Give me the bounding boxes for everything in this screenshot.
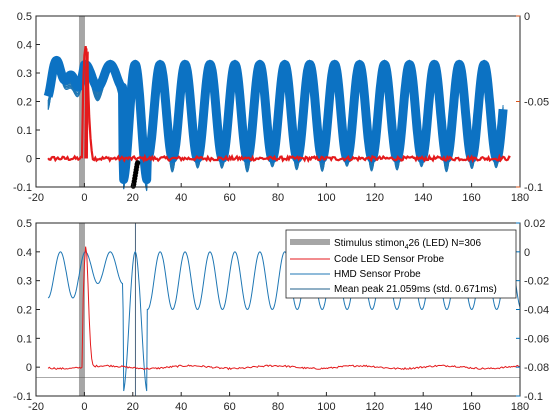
x-tick-label: 20: [127, 192, 139, 204]
y-right-tick-label: 0: [524, 247, 530, 259]
top-x-axis: -20 0 20 40 60 80 100 120 140 160 180: [28, 183, 529, 204]
x-tick-label: 140: [414, 401, 432, 413]
y-tick-label: 0.3: [17, 276, 32, 288]
x-tick-label: 40: [175, 401, 187, 413]
legend-hmd-label: HMD Sensor Probe: [334, 269, 421, 280]
x-tick-label: -20: [28, 401, 44, 413]
y-tick-label: 0.3: [17, 68, 32, 80]
y-right-tick-label: -0.05: [524, 97, 549, 109]
x-tick-label: 60: [223, 401, 235, 413]
y-tick-label: 0.2: [17, 97, 32, 109]
y-right-tick-label: -0.08: [524, 362, 549, 374]
legend: Stimulus stimon426 (LED) N=306 Code LED …: [285, 229, 517, 299]
x-tick-label: 180: [511, 192, 529, 204]
x-tick-label: 80: [272, 192, 284, 204]
top-plot-area: [43, 16, 511, 192]
bottom-y-axis-right: -0.1 -0.08 -0.06 -0.04 -0.02 0 0.02: [516, 218, 549, 403]
y-right-tick-label: 0: [524, 11, 530, 23]
y-tick-label: 0.5: [17, 218, 32, 230]
led-spike: [84, 63, 87, 159]
y-right-tick-label: 0.02: [524, 218, 545, 230]
x-tick-label: 0: [81, 192, 87, 204]
bottom-x-axis: -20 0 20 40 60 80 100 120 140 160 180: [28, 392, 529, 413]
y-tick-label: 0.5: [17, 11, 32, 23]
x-tick-label: 160: [462, 401, 480, 413]
y-tick-label: 0.1: [17, 333, 32, 345]
top-panel: -20 0 20 40 60 80 100 120 140 160 180 -0.1 0 0.1 0.2 0…: [13, 11, 549, 204]
legend-led-label: Code LED Sensor Probe: [334, 254, 445, 265]
peak-marker: [135, 160, 141, 166]
led-spike: [85, 71, 88, 159]
x-tick-label: 20: [127, 401, 139, 413]
led-spike: [86, 51, 89, 159]
x-tick-label: 80: [272, 401, 284, 413]
x-tick-label: 140: [414, 192, 432, 204]
top-y-axis-left: -0.1 0 0.1 0.2 0.3 0.4 0.5: [13, 11, 40, 194]
y-tick-label: 0.4: [17, 247, 32, 259]
y-tick-label: 0.2: [17, 305, 32, 317]
bottom-y-axis-left: -0.1 0 0.1 0.2 0.3 0.4 0.5: [13, 218, 40, 403]
x-tick-label: 40: [175, 192, 187, 204]
x-tick-label: 160: [462, 192, 480, 204]
x-tick-label: 120: [366, 401, 384, 413]
y-tick-label: 0: [26, 154, 32, 166]
x-tick-label: 100: [317, 192, 335, 204]
y-tick-label: -0.1: [13, 391, 32, 403]
x-tick-label: -20: [28, 192, 44, 204]
y-tick-label: 0.4: [17, 40, 32, 52]
x-tick-label: 180: [511, 401, 529, 413]
legend-stimulus-label: Stimulus stimon426 (LED) N=306: [334, 238, 481, 251]
x-tick-label: 120: [366, 192, 384, 204]
hmd-band: [43, 55, 508, 185]
bottom-panel: -20 0 20 40 60 80 100 120 140 160 180 -0.1 0 0.1 0.2 0…: [13, 218, 549, 413]
y-right-tick-label: -0.06: [524, 333, 549, 345]
y-tick-label: 0: [26, 362, 32, 374]
y-tick-label: -0.1: [13, 182, 32, 194]
y-tick-label: 0.1: [17, 125, 32, 137]
led-trace: [47, 45, 511, 164]
y-right-tick-label: -0.04: [524, 305, 549, 317]
x-tick-label: 60: [223, 192, 235, 204]
y-right-tick-label: -0.1: [524, 182, 543, 194]
led-mean-trace: [47, 246, 521, 371]
y-right-tick-label: -0.1: [524, 391, 543, 403]
x-tick-label: 100: [317, 401, 335, 413]
top-y-axis-right: -0.1 -0.05 0: [516, 11, 549, 194]
x-tick-label: 0: [81, 401, 87, 413]
legend-mean-label: Mean peak 21.059ms (std. 0.671ms): [334, 284, 497, 295]
y-right-tick-label: -0.02: [524, 276, 549, 288]
